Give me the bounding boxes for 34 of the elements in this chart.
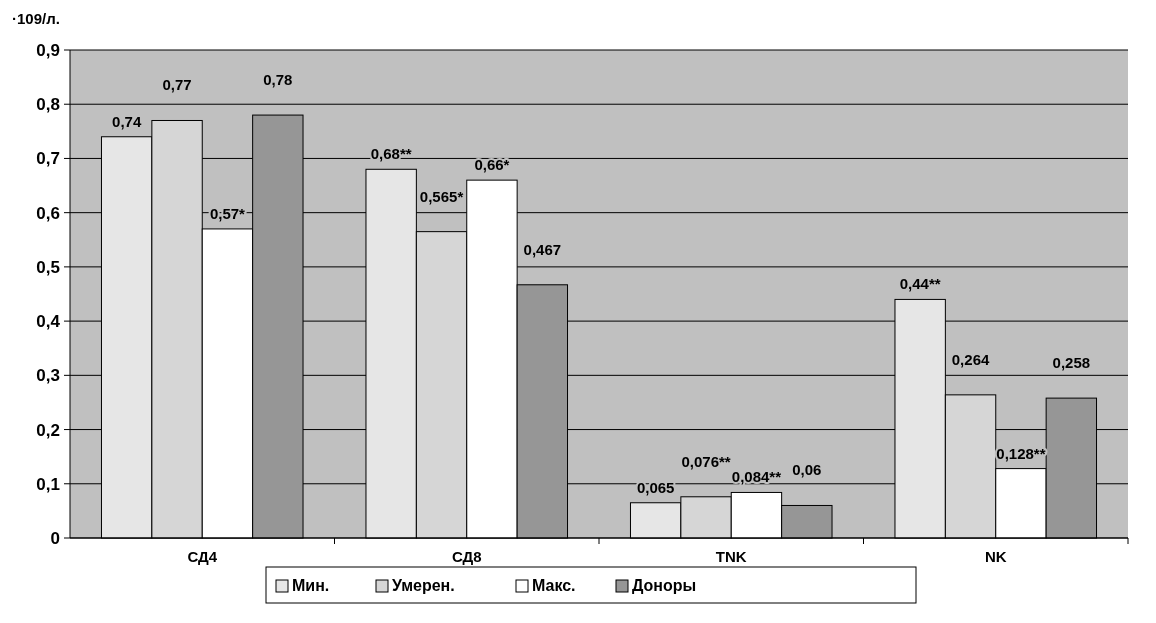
legend-label: Мин. [292,577,330,594]
data-label: 0,258 [1052,354,1091,372]
x-tick-label: NK [984,548,1007,565]
data-label: 0,06 [792,461,822,479]
data-label: 0,74 [112,112,142,130]
y-tick-label: 0,8 [36,95,60,115]
y-tick-label: 0,6 [36,203,60,223]
data-label: 0,264 [951,350,990,368]
data-label: 0,66* [474,156,510,174]
y-tick-label: 0,7 [36,149,60,169]
data-label: 0,77 [162,76,192,94]
y-tick-label: 0,9 [36,40,60,60]
y-tick-label: 0,3 [36,366,60,386]
data-label: 0,78 [263,71,293,89]
y-axis-title: ·109/л. [12,10,60,27]
legend-label: Умерен. [392,577,455,594]
data-label: 0,68** [370,145,412,163]
y-tick-label: 0,5 [36,257,60,277]
data-label: 0,467 [523,240,562,258]
x-tick-label: TNK [715,548,747,565]
data-label: 0,076** [681,452,731,470]
y-tick-label: 0 [50,528,60,548]
y-tick-label: 0,1 [36,474,60,494]
data-label: 0,084** [731,468,782,486]
y-tick-label: 0,4 [36,312,61,332]
data-label: 0,44** [899,275,941,293]
x-tick-label: СД8 [451,548,482,565]
legend-label: Доноры [632,577,697,594]
y-tick-label: 0,2 [36,420,60,440]
x-tick-label: СД4 [187,548,218,565]
data-label: 0,565* [419,187,464,205]
data-label: 0,065 [636,478,675,496]
legend-label: Макс. [532,577,576,594]
data-label: 0,128** [996,444,1046,462]
